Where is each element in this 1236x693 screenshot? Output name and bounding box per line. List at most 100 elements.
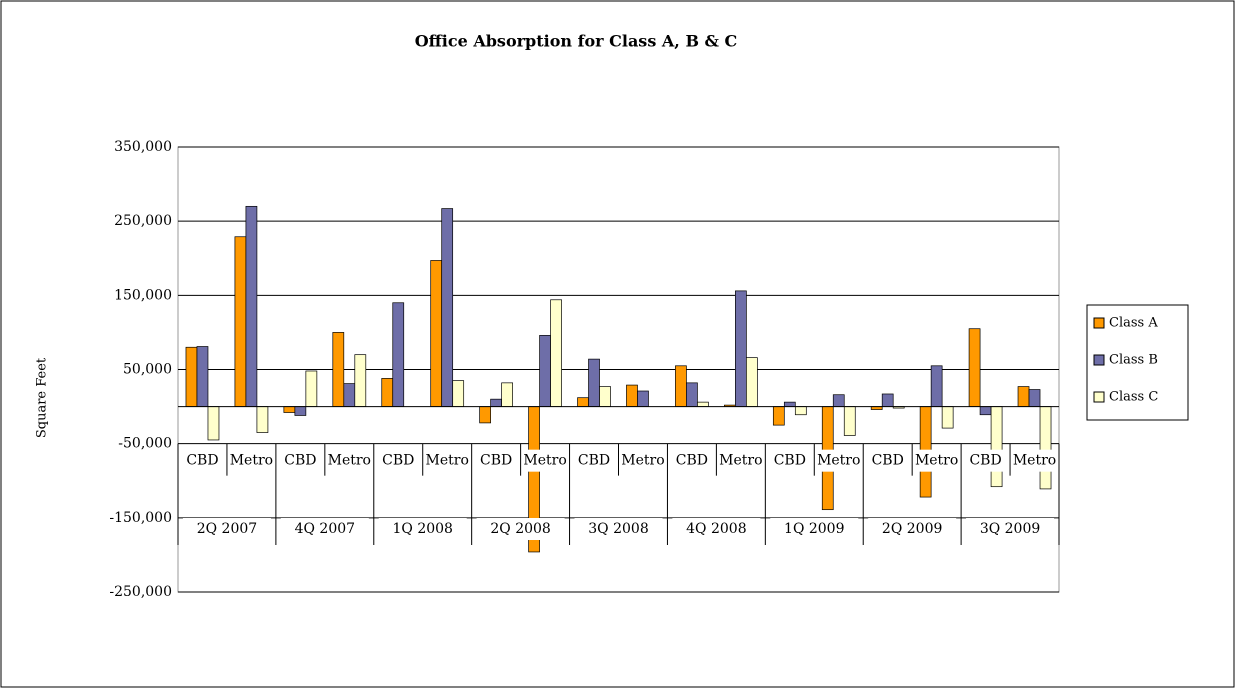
x-tick-label: Metro [1013, 453, 1056, 469]
group-label: 3Q 2009 [980, 521, 1040, 537]
y-tick-label: 250,000 [114, 213, 172, 229]
bar [1017, 386, 1030, 407]
bar [452, 380, 465, 407]
bar [196, 346, 209, 407]
chart-title: Office Absorption for Class A, B & C [415, 32, 738, 51]
legend-label: Class B [1109, 353, 1158, 368]
legend-label: Class C [1109, 390, 1158, 405]
label-bg [523, 449, 568, 472]
x-tick-label: CBD [969, 453, 1001, 469]
x-tick-label: Metro [915, 453, 958, 469]
bar [283, 406, 296, 413]
label-bg [767, 449, 812, 472]
bar [794, 406, 807, 416]
bar [392, 302, 405, 407]
label-bg [1012, 449, 1057, 472]
label-bg [474, 449, 519, 472]
label-bg [425, 449, 470, 472]
label-bg [182, 518, 271, 540]
bar [550, 299, 562, 407]
bar [430, 260, 443, 407]
y-axis-title: Square Feet [35, 357, 50, 438]
bar [772, 406, 785, 426]
bar [675, 365, 687, 407]
bar [305, 370, 318, 407]
x-tick-label: CBD [284, 453, 316, 469]
bar [381, 378, 394, 407]
label-bg [868, 518, 957, 540]
group-label: 4Q 2008 [686, 521, 746, 537]
x-tick-label: Metro [426, 453, 469, 469]
x-tick-label: CBD [578, 453, 610, 469]
bar [832, 394, 845, 407]
x-tick-label: Metro [230, 453, 273, 469]
y-tick-label: -50,000 [118, 436, 172, 452]
label-bg [376, 449, 421, 472]
y-tick-label: -150,000 [109, 510, 172, 526]
label-bg [770, 518, 859, 540]
bar [1039, 406, 1052, 490]
x-tick-label: CBD [676, 453, 708, 469]
bar [256, 406, 269, 433]
x-tick-label: Metro [621, 453, 664, 469]
label-bg [669, 449, 714, 472]
label-bg [620, 449, 665, 472]
group-label: 2Q 2007 [197, 521, 257, 537]
legend-swatch [1093, 354, 1105, 366]
bar [843, 406, 856, 436]
group-label: 1Q 2009 [784, 521, 844, 537]
x-tick-label: CBD [774, 453, 806, 469]
label-bg [816, 449, 861, 472]
x-tick-label: Metro [328, 453, 371, 469]
label-bg [378, 518, 467, 540]
bar [990, 406, 1003, 488]
bar [637, 390, 649, 407]
bar [490, 398, 502, 407]
y-tick-label: -250,000 [109, 584, 172, 600]
label-bg [963, 449, 1008, 472]
label-bg [574, 518, 663, 540]
group-label: 3Q 2008 [588, 521, 648, 537]
x-tick-label: CBD [480, 453, 512, 469]
group-label: 4Q 2007 [295, 521, 355, 537]
y-tick-label: 150,000 [114, 287, 172, 303]
bar [294, 406, 307, 416]
bar [686, 382, 698, 407]
bar [697, 401, 709, 407]
label-bg [672, 518, 761, 540]
bar [441, 208, 454, 407]
bar [343, 383, 356, 407]
legend-swatch [1093, 391, 1105, 403]
bar [245, 205, 258, 407]
label-bg [718, 449, 763, 472]
bar [968, 328, 981, 407]
label-bg [914, 449, 959, 472]
bar [979, 406, 992, 416]
bar [881, 393, 894, 407]
group-label: 2Q 2009 [882, 521, 942, 537]
bar [930, 365, 943, 407]
x-tick-label: CBD [382, 453, 414, 469]
x-tick-label: CBD [872, 453, 904, 469]
bar [479, 406, 491, 424]
bar [234, 236, 247, 407]
bar [599, 386, 611, 407]
x-tick-label: Metro [719, 453, 762, 469]
bar [626, 384, 638, 407]
x-tick-label: Metro [817, 453, 860, 469]
group-label: 2Q 2008 [490, 521, 550, 537]
bar [941, 406, 954, 429]
bar [746, 357, 758, 407]
bar [501, 382, 513, 407]
label-bg [476, 518, 565, 540]
bar [185, 346, 198, 407]
label-bg [280, 518, 369, 540]
bar [577, 397, 589, 407]
label-bg [229, 449, 274, 472]
bar [783, 401, 796, 407]
label-bg [865, 449, 910, 472]
legend-label: Class A [1109, 316, 1158, 331]
legend-swatch [1093, 317, 1105, 329]
